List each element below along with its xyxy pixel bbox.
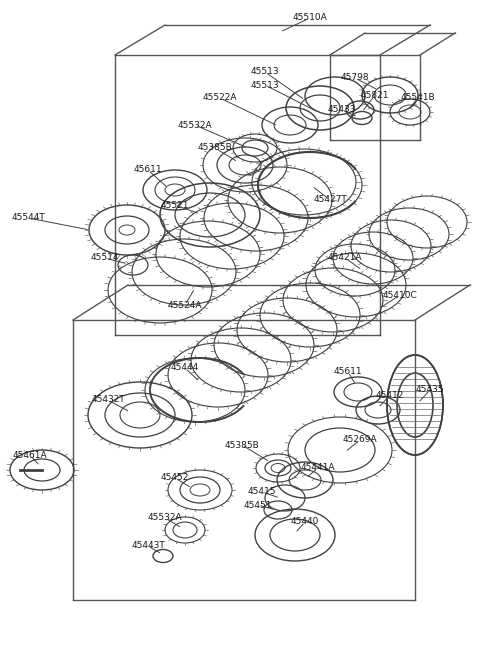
- Text: 45541B: 45541B: [401, 93, 435, 102]
- Text: 45544T: 45544T: [11, 213, 45, 222]
- Text: 45441A: 45441A: [301, 464, 335, 473]
- Text: 45440: 45440: [291, 518, 319, 527]
- Text: 45798: 45798: [341, 74, 369, 83]
- Text: 45427T: 45427T: [313, 196, 347, 205]
- Text: 45385B: 45385B: [225, 441, 259, 449]
- Text: 45444: 45444: [171, 364, 199, 372]
- Text: 45432T: 45432T: [91, 396, 125, 404]
- Text: 45532A: 45532A: [148, 514, 182, 522]
- Text: 45513: 45513: [251, 80, 279, 89]
- Text: 45410C: 45410C: [383, 291, 418, 299]
- Text: 45421A: 45421A: [328, 254, 362, 263]
- Text: 45433: 45433: [328, 106, 356, 115]
- Text: 45611: 45611: [134, 166, 162, 175]
- Text: 45452: 45452: [161, 473, 189, 482]
- Text: 45514: 45514: [91, 254, 119, 263]
- Text: 45524A: 45524A: [168, 301, 202, 310]
- Text: 45415: 45415: [248, 488, 276, 497]
- Text: 45269A: 45269A: [343, 436, 377, 445]
- Text: 45412: 45412: [376, 391, 404, 400]
- Text: 45443T: 45443T: [131, 542, 165, 550]
- Text: 45451: 45451: [244, 501, 272, 509]
- Text: 45821: 45821: [361, 91, 389, 100]
- Text: 45513: 45513: [251, 68, 279, 76]
- Text: 45510A: 45510A: [293, 14, 327, 23]
- Text: 45521: 45521: [161, 201, 189, 209]
- Text: 45461A: 45461A: [12, 451, 48, 460]
- Text: 45385B: 45385B: [198, 143, 232, 153]
- Text: 45435: 45435: [416, 385, 444, 394]
- Text: 45532A: 45532A: [178, 121, 212, 130]
- Text: 45522A: 45522A: [203, 93, 237, 102]
- Text: 45611: 45611: [334, 368, 362, 376]
